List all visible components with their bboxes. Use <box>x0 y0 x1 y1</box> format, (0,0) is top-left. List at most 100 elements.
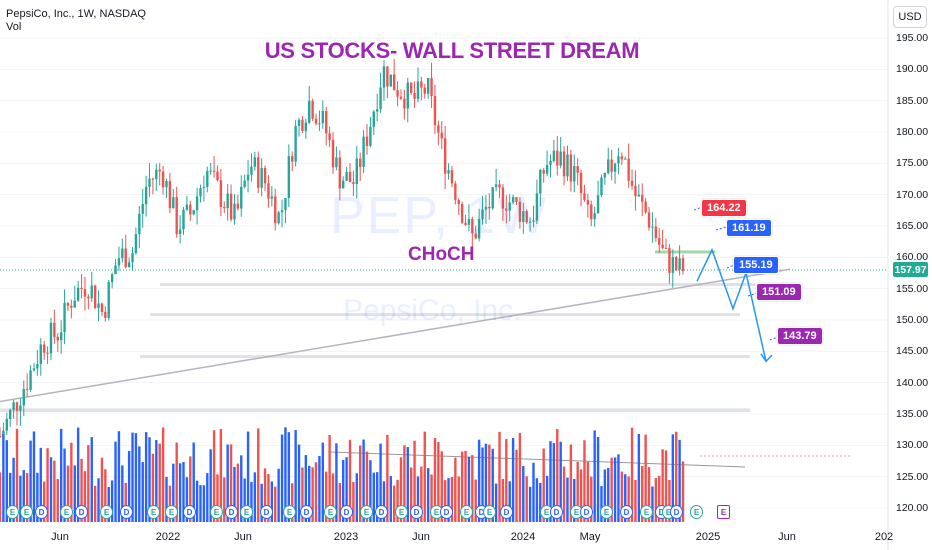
volume-bar <box>148 437 151 522</box>
candle-body <box>559 151 562 166</box>
dividend-badge[interactable]: D <box>670 505 683 519</box>
earnings-badge[interactable]: E <box>240 505 253 519</box>
earnings-badge[interactable]: E <box>60 505 73 519</box>
earnings-badge[interactable]: E <box>210 505 223 519</box>
volume-bar <box>39 447 42 522</box>
dividend-badge[interactable]: D <box>120 505 133 519</box>
candle-body <box>223 206 226 209</box>
candle-body <box>124 248 127 268</box>
volume-bar <box>406 447 409 522</box>
volume-bar <box>338 482 342 522</box>
candle-body <box>471 219 474 234</box>
earnings-badge[interactable]: E <box>283 505 296 519</box>
candle-body <box>202 186 206 189</box>
candle-body <box>80 287 83 290</box>
dividend-badge[interactable]: D <box>580 505 593 519</box>
time-tick-label: Jun <box>778 531 796 543</box>
candle-body <box>2 430 5 437</box>
dividend-badge[interactable]: D <box>620 505 633 519</box>
candle-body <box>583 193 586 201</box>
volume-bar <box>253 472 257 522</box>
volume-bar <box>90 437 93 522</box>
earnings-badge[interactable]: E <box>460 505 473 519</box>
volume-bar <box>522 465 525 522</box>
target-label-155[interactable]: 155.19 <box>733 256 779 274</box>
earnings-badge[interactable]: E <box>20 505 33 519</box>
earnings-badge[interactable]: E <box>600 505 613 519</box>
volume-bar <box>613 457 617 522</box>
volume-bar <box>110 480 114 522</box>
dividend-badge[interactable]: D <box>35 505 48 519</box>
candle-body <box>83 289 87 297</box>
volume-bar <box>117 431 121 522</box>
volume-bar <box>630 427 634 522</box>
future-earnings-badge[interactable]: E <box>717 505 730 519</box>
volume-bars <box>0 427 685 522</box>
dividend-badge[interactable]: D <box>340 505 353 519</box>
earnings-badge[interactable]: E <box>640 505 653 519</box>
candle-body <box>535 193 539 221</box>
earnings-badge[interactable]: E <box>483 505 496 519</box>
earnings-badge[interactable]: E <box>360 505 373 519</box>
earnings-badge[interactable]: E <box>165 505 178 519</box>
target-label-164[interactable]: 164.22 <box>701 199 747 217</box>
dividend-badge[interactable]: D <box>225 505 238 519</box>
volume-bar <box>576 461 579 522</box>
earnings-badge[interactable]: E <box>100 505 113 519</box>
volume-bar <box>280 434 284 522</box>
candle-body <box>199 188 202 197</box>
candle-body <box>287 156 291 198</box>
dividend-badge[interactable]: D <box>550 505 563 519</box>
dividend-badge[interactable]: D <box>300 505 313 519</box>
dividend-badge[interactable]: D <box>375 505 388 519</box>
candle-body <box>355 158 358 184</box>
candle-body <box>243 180 246 187</box>
candle-body <box>671 257 675 273</box>
dividend-badge[interactable]: D <box>410 505 423 519</box>
volume-bar <box>403 445 406 522</box>
volume-bar <box>308 465 311 522</box>
candle-body <box>596 195 600 214</box>
volume-bar <box>566 477 569 522</box>
volume-bar <box>87 445 90 522</box>
earnings-badge[interactable]: E <box>395 505 408 519</box>
currency-button[interactable]: USD <box>893 6 927 28</box>
target-label-161[interactable]: 161.19 <box>726 219 772 237</box>
dividend-badge[interactable]: D <box>500 505 513 519</box>
candle-body <box>178 229 182 235</box>
candle-body <box>545 164 549 174</box>
volume-bar <box>658 475 661 522</box>
candle-body <box>678 258 681 270</box>
time-tick-label: 2022 <box>155 531 181 543</box>
earnings-badge[interactable]: E <box>147 505 160 519</box>
candle-body <box>280 210 284 213</box>
candle-body <box>539 169 542 194</box>
volume-bar <box>396 479 399 522</box>
earnings-badge[interactable]: E <box>690 505 703 519</box>
volume-bar <box>121 465 124 522</box>
volume-bar <box>172 463 175 522</box>
volume-bar <box>460 451 464 522</box>
volume-bar <box>525 476 528 522</box>
candle-body <box>501 187 505 209</box>
target-label-143[interactable]: 143.79 <box>777 327 823 345</box>
time-tick-label: 2024 <box>510 531 536 543</box>
dividend-badge[interactable]: D <box>260 505 273 519</box>
dividend-badge[interactable]: D <box>183 505 196 519</box>
volume-bar <box>257 428 260 522</box>
volume-bar <box>236 463 240 522</box>
volume-bar <box>409 467 413 522</box>
earnings-badge[interactable]: E <box>324 505 337 519</box>
volume-bar <box>471 455 474 522</box>
volume-bar <box>535 478 539 522</box>
candle-body <box>270 196 274 199</box>
volume-bar <box>219 429 223 522</box>
earnings-badge[interactable]: E <box>6 505 19 519</box>
target-label-151[interactable]: 151.09 <box>756 283 802 301</box>
candle-body <box>226 193 229 209</box>
dividend-badge[interactable]: D <box>75 505 88 519</box>
dividend-badge[interactable]: D <box>440 505 453 519</box>
candle-body <box>382 66 386 88</box>
volume-bar <box>104 469 107 522</box>
